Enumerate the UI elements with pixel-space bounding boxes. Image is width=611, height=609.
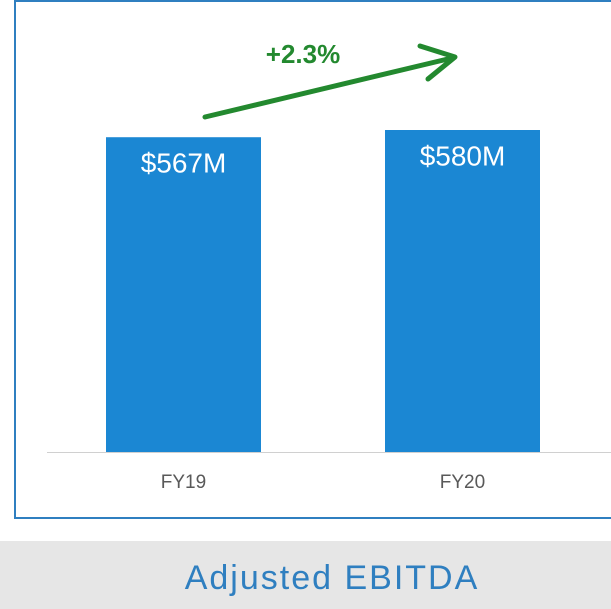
value-label: $567M — [141, 148, 227, 179]
annotation: +2.3% — [266, 39, 340, 69]
bar — [385, 130, 540, 452]
chart-title: Adjusted EBITDA — [185, 559, 480, 597]
trend-arrow — [202, 43, 458, 120]
x-tick-label: FY20 — [440, 472, 485, 493]
arrow-head — [417, 43, 458, 82]
bar — [106, 137, 261, 453]
x-tick-label: FY19 — [161, 472, 206, 493]
title-band — [0, 541, 611, 609]
arrow-shaft — [202, 55, 455, 120]
value-label: $580M — [420, 140, 506, 171]
